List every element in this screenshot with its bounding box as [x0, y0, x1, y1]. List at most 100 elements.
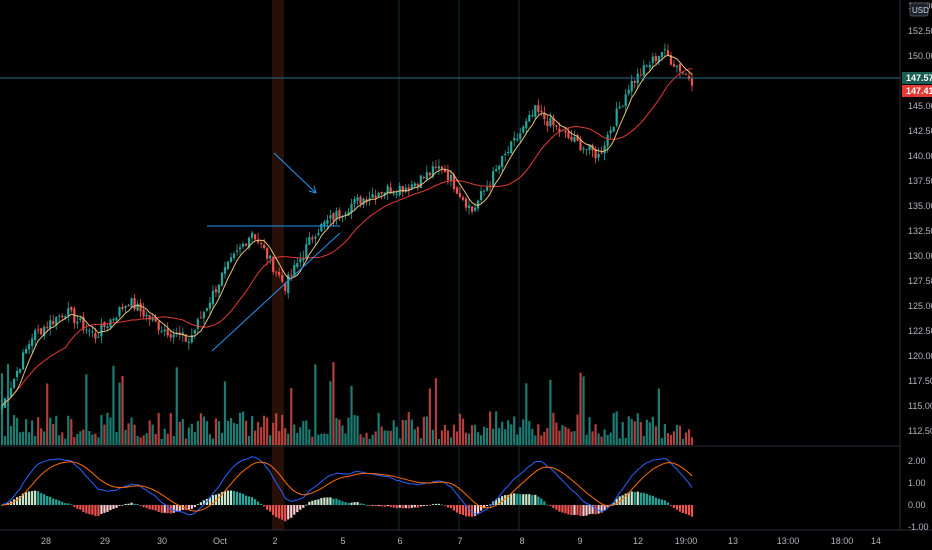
- volume-bar: [377, 412, 380, 445]
- time-tick-label: 5: [340, 536, 345, 546]
- time-tick-label: 30: [157, 536, 167, 546]
- volume-bar: [196, 421, 199, 445]
- oscillator-bar: [275, 505, 278, 518]
- candle-body: [467, 205, 471, 208]
- volume-bar: [579, 372, 582, 445]
- volume-bar: [12, 415, 16, 445]
- volume-bar: [82, 429, 85, 445]
- oscillator-bar: [223, 491, 227, 505]
- oscillator-bar: [211, 495, 215, 505]
- currency-button-frame[interactable]: [909, 2, 929, 17]
- volume-bar: [558, 430, 561, 445]
- candle-body: [217, 284, 221, 293]
- candle-body: [79, 318, 82, 320]
- time-tick-label: 6: [397, 536, 402, 546]
- time-tick-label: 12: [633, 536, 643, 546]
- oscillator-bar: [58, 500, 61, 505]
- volume-bar: [570, 431, 573, 445]
- candle-body: [3, 398, 7, 408]
- oscillator-bar: [513, 493, 516, 505]
- candle-body: [347, 211, 350, 216]
- candle-body: [525, 121, 528, 129]
- candle-body: [287, 274, 290, 293]
- volume-bar: [61, 432, 64, 445]
- oscillator-bar: [103, 505, 106, 513]
- oscillator-axis[interactable]: 2.00 1.00 0.00 -1.00: [908, 456, 929, 532]
- candle-body: [612, 126, 615, 132]
- volume-bar: [106, 412, 109, 445]
- oscillator-bar: [37, 491, 40, 505]
- currency-button[interactable]: USD: [909, 2, 929, 17]
- time-tick-label: 14: [871, 536, 881, 546]
- trendline-drawing[interactable]: [211, 232, 341, 352]
- oscillator-bar: [374, 505, 377, 507]
- oscillator-bar: [540, 498, 543, 505]
- volume-bar: [609, 432, 612, 445]
- oscillator-bar: [380, 505, 383, 507]
- candle-body: [278, 272, 281, 275]
- oscillator-bar: [272, 505, 275, 515]
- volume-bar: [690, 437, 694, 445]
- candle-body: [241, 243, 245, 247]
- oscillator-bar: [70, 504, 73, 506]
- oscillator-bar: [678, 505, 682, 512]
- oscillator-bar: [389, 505, 392, 508]
- volume-histogram: [0, 362, 694, 445]
- candle-body: [269, 255, 272, 259]
- candle-body: [40, 328, 43, 335]
- oscillator-bar: [443, 505, 447, 506]
- oscillator-bar: [519, 494, 522, 505]
- candle-body: [645, 65, 648, 67]
- candle-body: [666, 50, 669, 56]
- volume-bar: [320, 433, 323, 445]
- volume-bar: [275, 413, 278, 445]
- user-drawings[interactable]: [207, 152, 341, 352]
- candle-body: [247, 237, 251, 248]
- candle-body: [528, 115, 531, 122]
- volume-bar: [669, 434, 673, 445]
- price-tick-label: 120.00: [908, 351, 932, 361]
- oscillator-bar: [76, 505, 79, 509]
- candle-body: [627, 89, 630, 94]
- volume-bar: [567, 428, 570, 445]
- time-axis[interactable]: 28 29 30 Oct 2 5 6 7 8 9 12 19:00 13 13:00 18:00 14: [41, 536, 881, 546]
- oscillator-bar: [446, 505, 450, 508]
- volume-bar: [600, 436, 603, 445]
- oscillator-bar: [329, 497, 332, 505]
- candle-body: [205, 308, 208, 311]
- candle-body: [579, 139, 582, 151]
- candle-body: [184, 334, 187, 342]
- oscillator-bar: [100, 505, 103, 514]
- volume-bar: [582, 376, 585, 445]
- volume-bar: [145, 433, 148, 445]
- candle-body: [413, 183, 416, 187]
- oscillator-bar: [175, 505, 178, 512]
- oscillator-bar: [187, 505, 190, 511]
- candle-body: [419, 175, 422, 189]
- oscillator-bar: [687, 505, 691, 516]
- volume-bar: [371, 434, 374, 445]
- price-tick-label: 130.00: [908, 251, 932, 261]
- volume-bar: [232, 422, 236, 445]
- oscillator-bar: [287, 505, 290, 520]
- volume-bar: [127, 423, 130, 445]
- oscillator-bar: [597, 505, 600, 514]
- volume-bar: [163, 428, 166, 445]
- volume-bar: [28, 432, 31, 445]
- volume-bar: [561, 425, 564, 445]
- candle-body: [510, 141, 513, 154]
- oscillator-bar: [558, 505, 561, 512]
- volume-bar: [687, 429, 691, 445]
- candle-body: [410, 184, 413, 189]
- arrow-drawing[interactable]: [273, 152, 317, 194]
- candle-body: [100, 323, 103, 337]
- volume-bar: [18, 432, 22, 445]
- candle-body: [489, 185, 492, 187]
- oscillator-bar: [314, 499, 317, 505]
- oscillator-bar: [470, 505, 474, 517]
- oscillator-bar: [522, 494, 525, 505]
- volume-bar: [64, 438, 67, 445]
- candle-body: [34, 330, 37, 341]
- volume-bar: [452, 424, 456, 445]
